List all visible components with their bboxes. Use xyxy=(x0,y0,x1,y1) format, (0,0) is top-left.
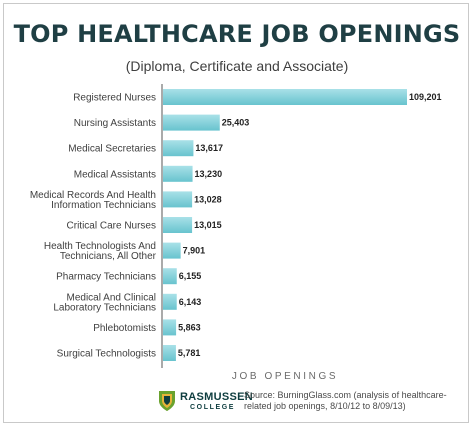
value-label-1: 25,403 xyxy=(222,118,250,128)
x-axis-title: JOB OPENINGS xyxy=(231,371,339,382)
bar-0 xyxy=(163,89,407,105)
value-label-6: 7,901 xyxy=(183,246,206,256)
bar-7 xyxy=(163,268,177,285)
bar-5 xyxy=(163,217,193,233)
bar-10 xyxy=(163,345,176,361)
bar-9 xyxy=(163,319,177,336)
category-label-10: Surgical Technologists xyxy=(57,349,156,360)
chart-title: TOP HEALTHCARE JOB OPENINGS xyxy=(13,20,461,48)
source-line-1: Source: BurningGlass.com (analysis of he… xyxy=(244,390,447,400)
logo-subtitle: COLLEGE xyxy=(190,404,236,411)
category-label-4: Medical Records And Health Information Te… xyxy=(30,190,156,211)
rasmussen-logo: RASMUSSEN COLLEGE xyxy=(158,389,253,415)
source-line-2: related job openings, 8/10/12 to 8/09/13… xyxy=(244,401,406,411)
category-label-7: Pharmacy Technicians xyxy=(56,272,156,283)
category-label-9: Phlebotomists xyxy=(93,323,156,334)
bars-layer: 109,201 Registered Nurses 25,403 Nursing As… xyxy=(30,89,442,361)
value-label-8: 6,143 xyxy=(179,297,202,307)
value-label-0: 109,201 xyxy=(409,92,442,102)
category-label-8: Medical And Clinical Laboratory Technicia… xyxy=(53,292,156,313)
source-note: Source: BurningGlass.com (analysis of he… xyxy=(244,390,454,412)
logo-name: RASMUSSEN xyxy=(180,391,253,403)
value-label-2: 13,617 xyxy=(195,143,223,153)
value-label-9: 5,863 xyxy=(178,322,201,332)
chart-frame xyxy=(3,3,469,423)
category-label-2: Medical Secretaries xyxy=(68,144,156,155)
chart-subtitle: (Diploma, Certificate and Associate) xyxy=(125,58,349,74)
category-label-6: Health Technologists And Technicians, All… xyxy=(44,241,157,262)
bar-1 xyxy=(163,114,220,131)
category-label-0: Registered Nurses xyxy=(73,93,156,104)
bar-3 xyxy=(163,165,193,182)
bar-4 xyxy=(163,191,193,208)
value-label-10: 5,781 xyxy=(178,348,201,358)
value-label-5: 13,015 xyxy=(194,220,222,230)
bar-6 xyxy=(163,242,181,259)
category-label-3: Medical Assistants xyxy=(74,169,156,180)
bar-8 xyxy=(163,293,177,310)
value-label-4: 13,028 xyxy=(194,194,222,204)
bar-2 xyxy=(163,140,194,157)
rasmussen-shield-icon xyxy=(159,391,175,411)
category-label-1: Nursing Assistants xyxy=(74,118,156,129)
value-label-7: 6,155 xyxy=(179,271,202,281)
category-label-5: Critical Care Nurses xyxy=(67,221,156,232)
value-label-3: 13,230 xyxy=(195,169,223,179)
